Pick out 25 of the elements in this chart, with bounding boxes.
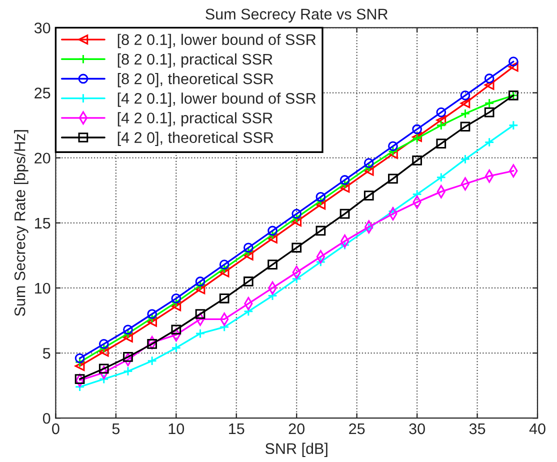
- x-tick-label: 30: [409, 423, 425, 434]
- y-tick-label: 15: [35, 218, 50, 229]
- x-tick-label: 35: [469, 423, 486, 434]
- legend-label: [4 2 0.1], lower bound of SSR: [118, 92, 316, 107]
- x-tick-label: 10: [168, 423, 184, 434]
- legend-label: [8 2 0.1], lower bound of SSR: [118, 34, 316, 48]
- x-axis-title: SNR [dB]: [265, 442, 328, 458]
- x-tick-label: 25: [349, 423, 365, 434]
- y-tick-label: 5: [42, 348, 50, 359]
- y-tick-label: 25: [34, 88, 50, 98]
- y-tick-label: 20: [34, 152, 50, 164]
- x-tick-label: 5: [112, 424, 120, 434]
- x-tick-label: 40: [529, 423, 546, 434]
- x-tick-label: 0: [52, 423, 60, 434]
- y-tick-label: 10: [35, 282, 50, 294]
- legend-label: [4 2 0.1], practical SSR: [118, 112, 272, 126]
- chart-title: Sum Secrecy Rate vs SNR: [206, 8, 388, 23]
- y-tick-label: 30: [34, 22, 50, 34]
- x-tick-label: 20: [288, 423, 304, 434]
- legend-label: [8 2 0.1], practical SSR: [118, 53, 272, 68]
- legend-label: [8 2 0], theoretical SSR: [118, 73, 274, 88]
- y-axis-title: Sum Secrecy Rate [bps/Hz]: [14, 130, 28, 316]
- legend-label: [4 2 0], theoretical SSR: [118, 132, 274, 146]
- x-tick-label: 15: [229, 424, 244, 434]
- y-tick-label: 0: [42, 412, 50, 424]
